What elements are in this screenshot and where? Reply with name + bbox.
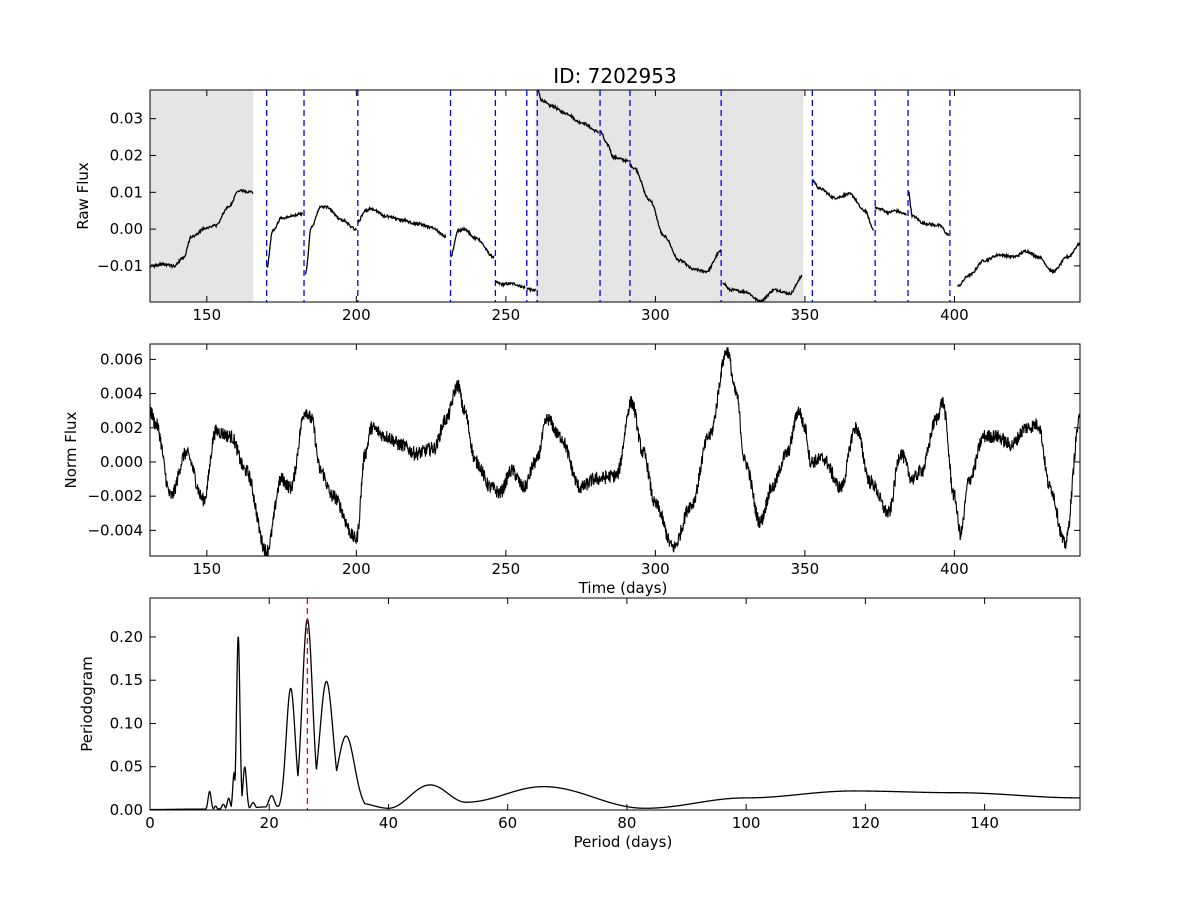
periodogram-panel: 0 20 40 60 80 100 120 140 0.00 0.05 0.10 0.15 0.20 Pe… — [78, 597, 1081, 851]
x-tick-label: 400 — [940, 306, 969, 324]
x-tick-label: 400 — [940, 560, 969, 578]
y-tick-label: 0.03 — [110, 110, 143, 128]
raw-flux-segment — [150, 188, 254, 270]
raw-flux-panel: 150 200 250 300 350 400 −0.01 0.00 0.01 0.02 0.03 R… — [74, 89, 1081, 324]
raw-flux-segment — [629, 163, 722, 274]
plot-frame — [149, 343, 1081, 557]
y-tick-label: 0.002 — [100, 419, 143, 437]
raw-flux-segment — [874, 206, 907, 216]
y-tick-label: 0.05 — [110, 758, 143, 776]
shaded-region — [150, 90, 254, 302]
raw-flux-segment — [304, 204, 357, 275]
y-tick-label: 0.004 — [100, 385, 143, 403]
raw-flux-segment — [957, 241, 1080, 288]
y-tick-label: 0.15 — [110, 671, 143, 689]
raw-flux-segment — [450, 226, 495, 260]
y-tick-label: 0.00 — [110, 801, 143, 819]
plot-area — [150, 90, 1080, 302]
y-tick-label: 0.00 — [110, 220, 143, 238]
x-tick-label: 350 — [791, 560, 820, 578]
x-tick-label: 200 — [342, 560, 371, 578]
figure-title: ID: 7202953 — [553, 64, 676, 88]
raw-flux-segment — [907, 190, 950, 237]
x-tick-label: 250 — [492, 560, 521, 578]
x-tick-label: 0 — [145, 814, 155, 832]
y-tick-label: 0.000 — [100, 453, 143, 471]
raw-flux-segment — [357, 205, 447, 239]
y-tick-label: 0.01 — [110, 183, 143, 201]
raw-flux-segment — [537, 90, 600, 134]
x-tick-label: 40 — [379, 814, 398, 832]
x-tick-label: 120 — [851, 814, 880, 832]
y-tick-label: 0.10 — [110, 714, 143, 732]
y-tick-label: 0.20 — [110, 628, 143, 646]
x-tick-label: 200 — [342, 306, 371, 324]
periodogram-line — [150, 618, 1080, 810]
norm-flux-line — [150, 347, 1080, 556]
x-tick-label: 150 — [192, 560, 221, 578]
raw-flux-segment — [526, 287, 537, 293]
y-tick-label: −0.004 — [87, 521, 143, 539]
x-tick-label: 350 — [791, 306, 820, 324]
x-tick-label: 80 — [617, 814, 636, 832]
x-tick-label: 100 — [732, 814, 761, 832]
x-tick-label: 60 — [498, 814, 517, 832]
y-axis-label: Periodogram — [78, 656, 96, 751]
raw-flux-segment — [494, 279, 526, 291]
x-tick-label: 20 — [260, 814, 279, 832]
plot-frame — [149, 597, 1081, 811]
y-tick-label: −0.01 — [97, 257, 143, 275]
y-axis-label: Norm Flux — [62, 411, 80, 488]
x-axis-label: Time (days) — [578, 579, 668, 597]
plot-area — [150, 347, 1080, 556]
x-tick-label: 300 — [641, 560, 670, 578]
plot-frame — [149, 89, 1081, 303]
x-tick-label: 140 — [970, 814, 999, 832]
y-tick-label: −0.002 — [87, 487, 143, 505]
y-tick-label: 0.006 — [100, 350, 143, 368]
y-axis-label: Raw Flux — [74, 162, 92, 230]
norm-flux-panel: 150 200 250 300 350 400 −0.004 −0.002 0.000 0.002… — [62, 343, 1081, 597]
plot-area — [150, 598, 1080, 810]
raw-flux-segment — [266, 211, 304, 269]
x-axis-label: Period (days) — [574, 833, 673, 851]
raw-flux-segment — [599, 130, 629, 165]
x-tick-label: 300 — [641, 306, 670, 324]
shaded-region — [535, 90, 804, 302]
x-tick-label: 150 — [192, 306, 221, 324]
y-tick-label: 0.02 — [110, 147, 143, 165]
x-tick-label: 250 — [492, 306, 521, 324]
raw-flux-segment — [811, 178, 875, 231]
